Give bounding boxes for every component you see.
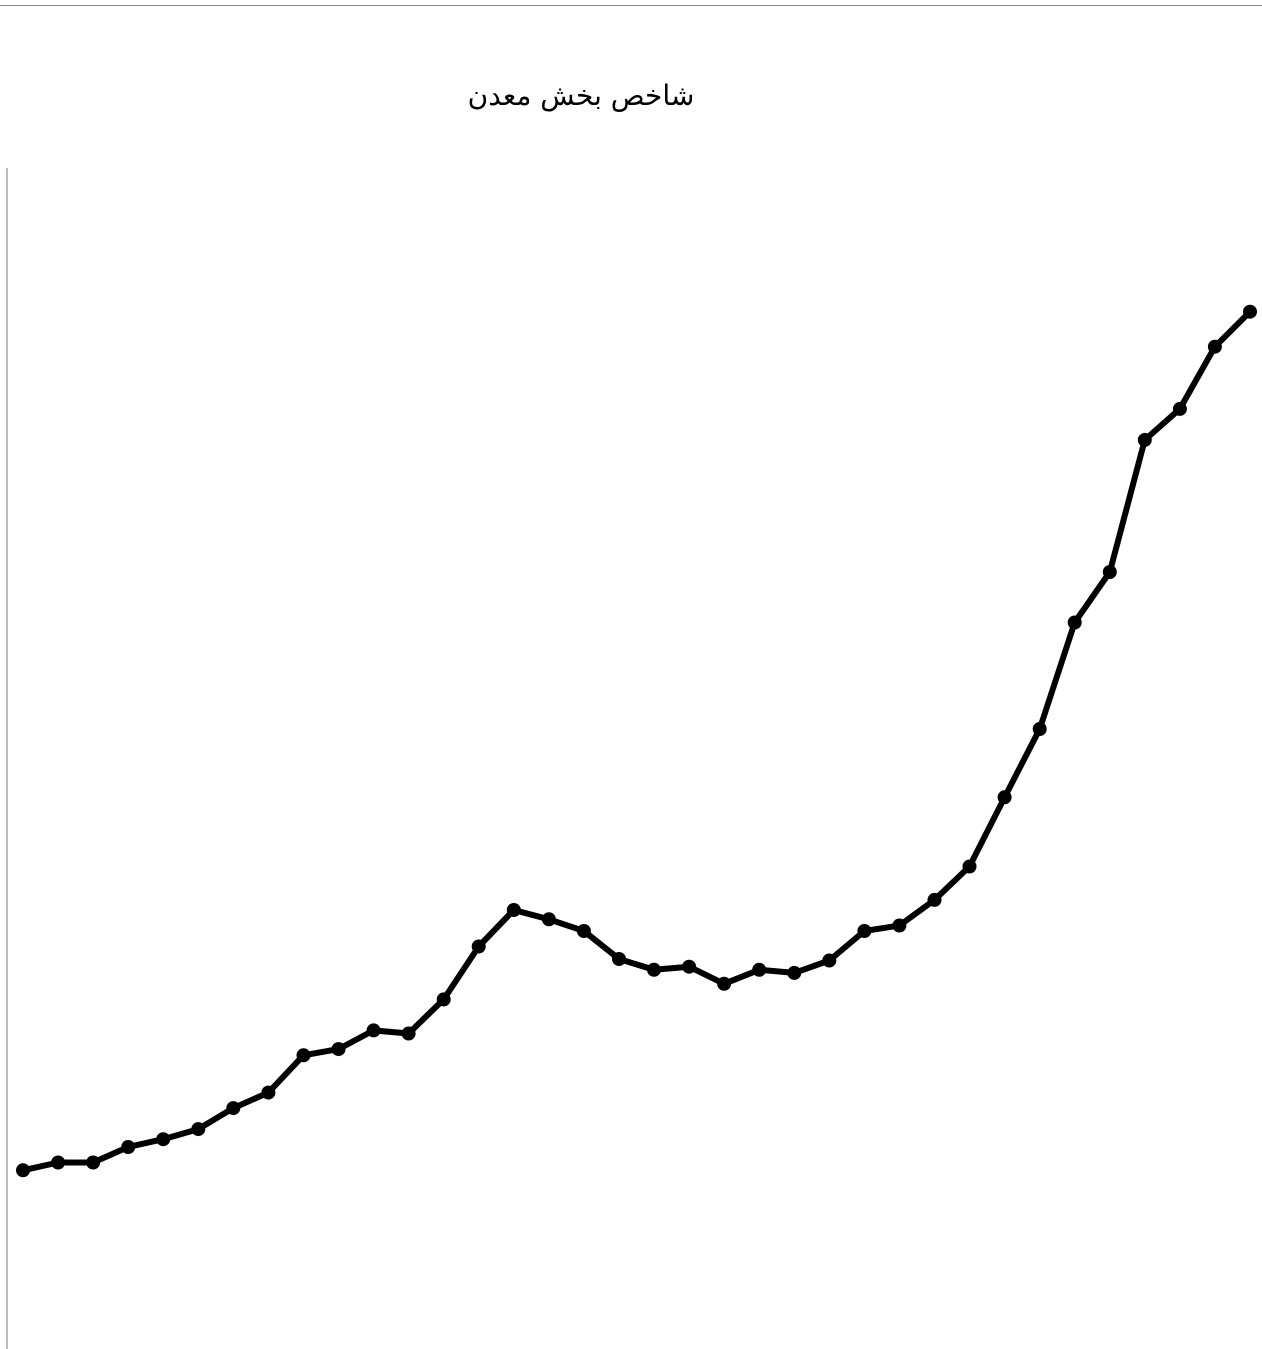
points-layer bbox=[16, 304, 1257, 1178]
data-point bbox=[857, 924, 872, 938]
series-line bbox=[20, 308, 1253, 1174]
series-layer bbox=[20, 308, 1253, 1174]
data-point bbox=[997, 790, 1012, 805]
data-point bbox=[296, 1048, 311, 1063]
data-point bbox=[962, 859, 977, 874]
data-point bbox=[647, 962, 661, 977]
data-point bbox=[1243, 304, 1257, 319]
data-point bbox=[1032, 722, 1047, 736]
data-point bbox=[16, 1163, 30, 1178]
data-point bbox=[471, 939, 486, 954]
data-point bbox=[612, 952, 626, 966]
data-point bbox=[331, 1042, 346, 1057]
data-point bbox=[927, 892, 942, 907]
data-point bbox=[752, 962, 767, 977]
data-point bbox=[892, 918, 907, 933]
data-point bbox=[576, 924, 591, 938]
data-point bbox=[436, 992, 451, 1007]
data-point bbox=[1102, 565, 1117, 579]
chart-title: شاخص بخش معدن bbox=[467, 79, 695, 112]
data-point bbox=[822, 953, 837, 968]
data-point bbox=[51, 1155, 66, 1170]
data-point bbox=[717, 976, 732, 991]
data-point bbox=[191, 1122, 206, 1137]
data-point bbox=[1137, 432, 1152, 447]
data-point bbox=[156, 1132, 171, 1147]
data-point bbox=[86, 1155, 101, 1170]
data-point bbox=[261, 1085, 276, 1100]
data-point bbox=[1207, 339, 1222, 354]
data-point bbox=[401, 1026, 416, 1041]
data-point bbox=[1067, 615, 1082, 630]
top-border-line bbox=[0, 5, 1262, 6]
data-point bbox=[506, 903, 521, 917]
data-point bbox=[541, 912, 556, 927]
data-point bbox=[366, 1023, 381, 1038]
data-point bbox=[682, 959, 697, 974]
data-point bbox=[1172, 401, 1187, 416]
data-point bbox=[121, 1140, 136, 1154]
data-point bbox=[787, 965, 802, 980]
data-point bbox=[226, 1101, 241, 1116]
